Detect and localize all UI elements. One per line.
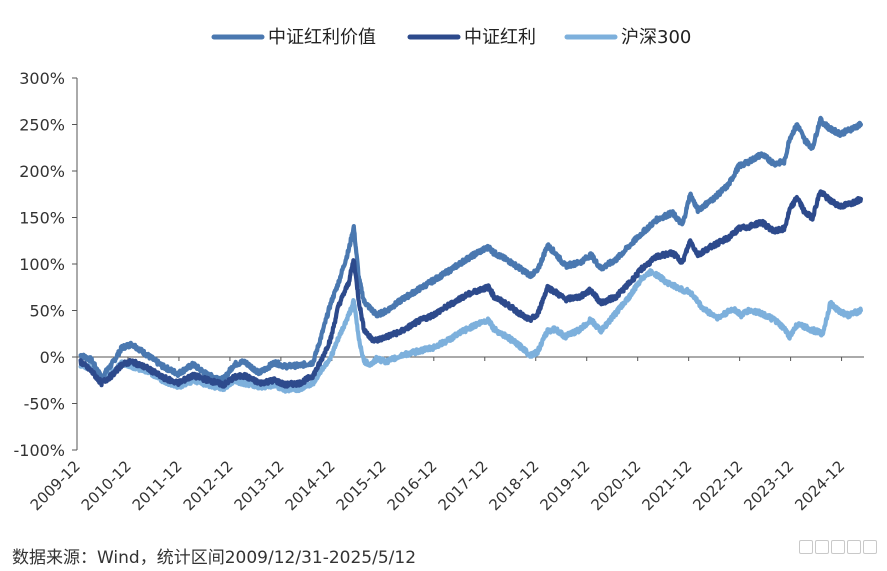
y-tick-label: -50%	[24, 395, 65, 414]
x-tick-label: 2023-12	[740, 457, 797, 514]
x-tick-label: 2017-12	[435, 457, 492, 514]
y-tick-label: 150%	[19, 209, 65, 228]
x-tick-label: 2014-12	[282, 457, 339, 514]
x-tick-label: 2020-12	[587, 457, 644, 514]
x-tick-label: 2016-12	[384, 457, 441, 514]
x-tick-label: 2009-12	[27, 457, 84, 514]
legend: 中证红利价值 中证红利 沪深300	[211, 27, 691, 48]
x-tick-label: 2011-12	[129, 457, 186, 514]
y-tick-label: 100%	[19, 255, 65, 274]
y-tick-label: 50%	[29, 302, 65, 321]
y-axis: 300% 250% 200% 150% 100% 50% 0% -50% -100%	[13, 69, 78, 460]
y-tick-label: 300%	[19, 69, 65, 88]
x-tick-label: 2019-12	[536, 457, 593, 514]
x-tick-label: 2024-12	[791, 457, 848, 514]
series-line-1	[78, 189, 864, 389]
y-tick-label: 0%	[40, 348, 65, 367]
series-line-0	[78, 115, 864, 384]
y-tick-label: 200%	[19, 162, 65, 181]
legend-label: 沪深300	[621, 27, 691, 48]
y-tick-label: 250%	[19, 116, 65, 135]
x-tick-label: 2012-12	[180, 457, 237, 514]
x-tick-label: 2022-12	[689, 457, 746, 514]
x-tick-label: 2013-12	[231, 457, 288, 514]
legend-label: 中证红利	[464, 27, 536, 48]
legend-label: 中证红利价值	[268, 27, 376, 48]
x-tick-label: 2018-12	[486, 457, 543, 514]
series-layer	[78, 115, 864, 394]
x-tick-label: 2021-12	[638, 457, 695, 514]
source-note: 数据来源：Wind，统计区间2009/12/31-2025/5/12	[12, 548, 417, 568]
x-tick-label: 2010-12	[78, 457, 135, 514]
watermark-icons	[799, 540, 877, 554]
x-axis: 2009-122010-122011-122012-122013-122014-…	[27, 356, 864, 514]
y-tick-label: -100%	[13, 441, 65, 460]
x-tick-label: 2015-12	[333, 457, 390, 514]
